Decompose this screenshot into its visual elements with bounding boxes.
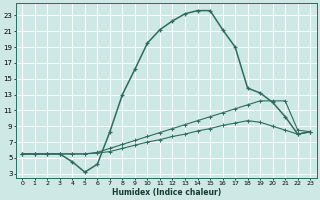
X-axis label: Humidex (Indice chaleur): Humidex (Indice chaleur) <box>112 188 221 197</box>
